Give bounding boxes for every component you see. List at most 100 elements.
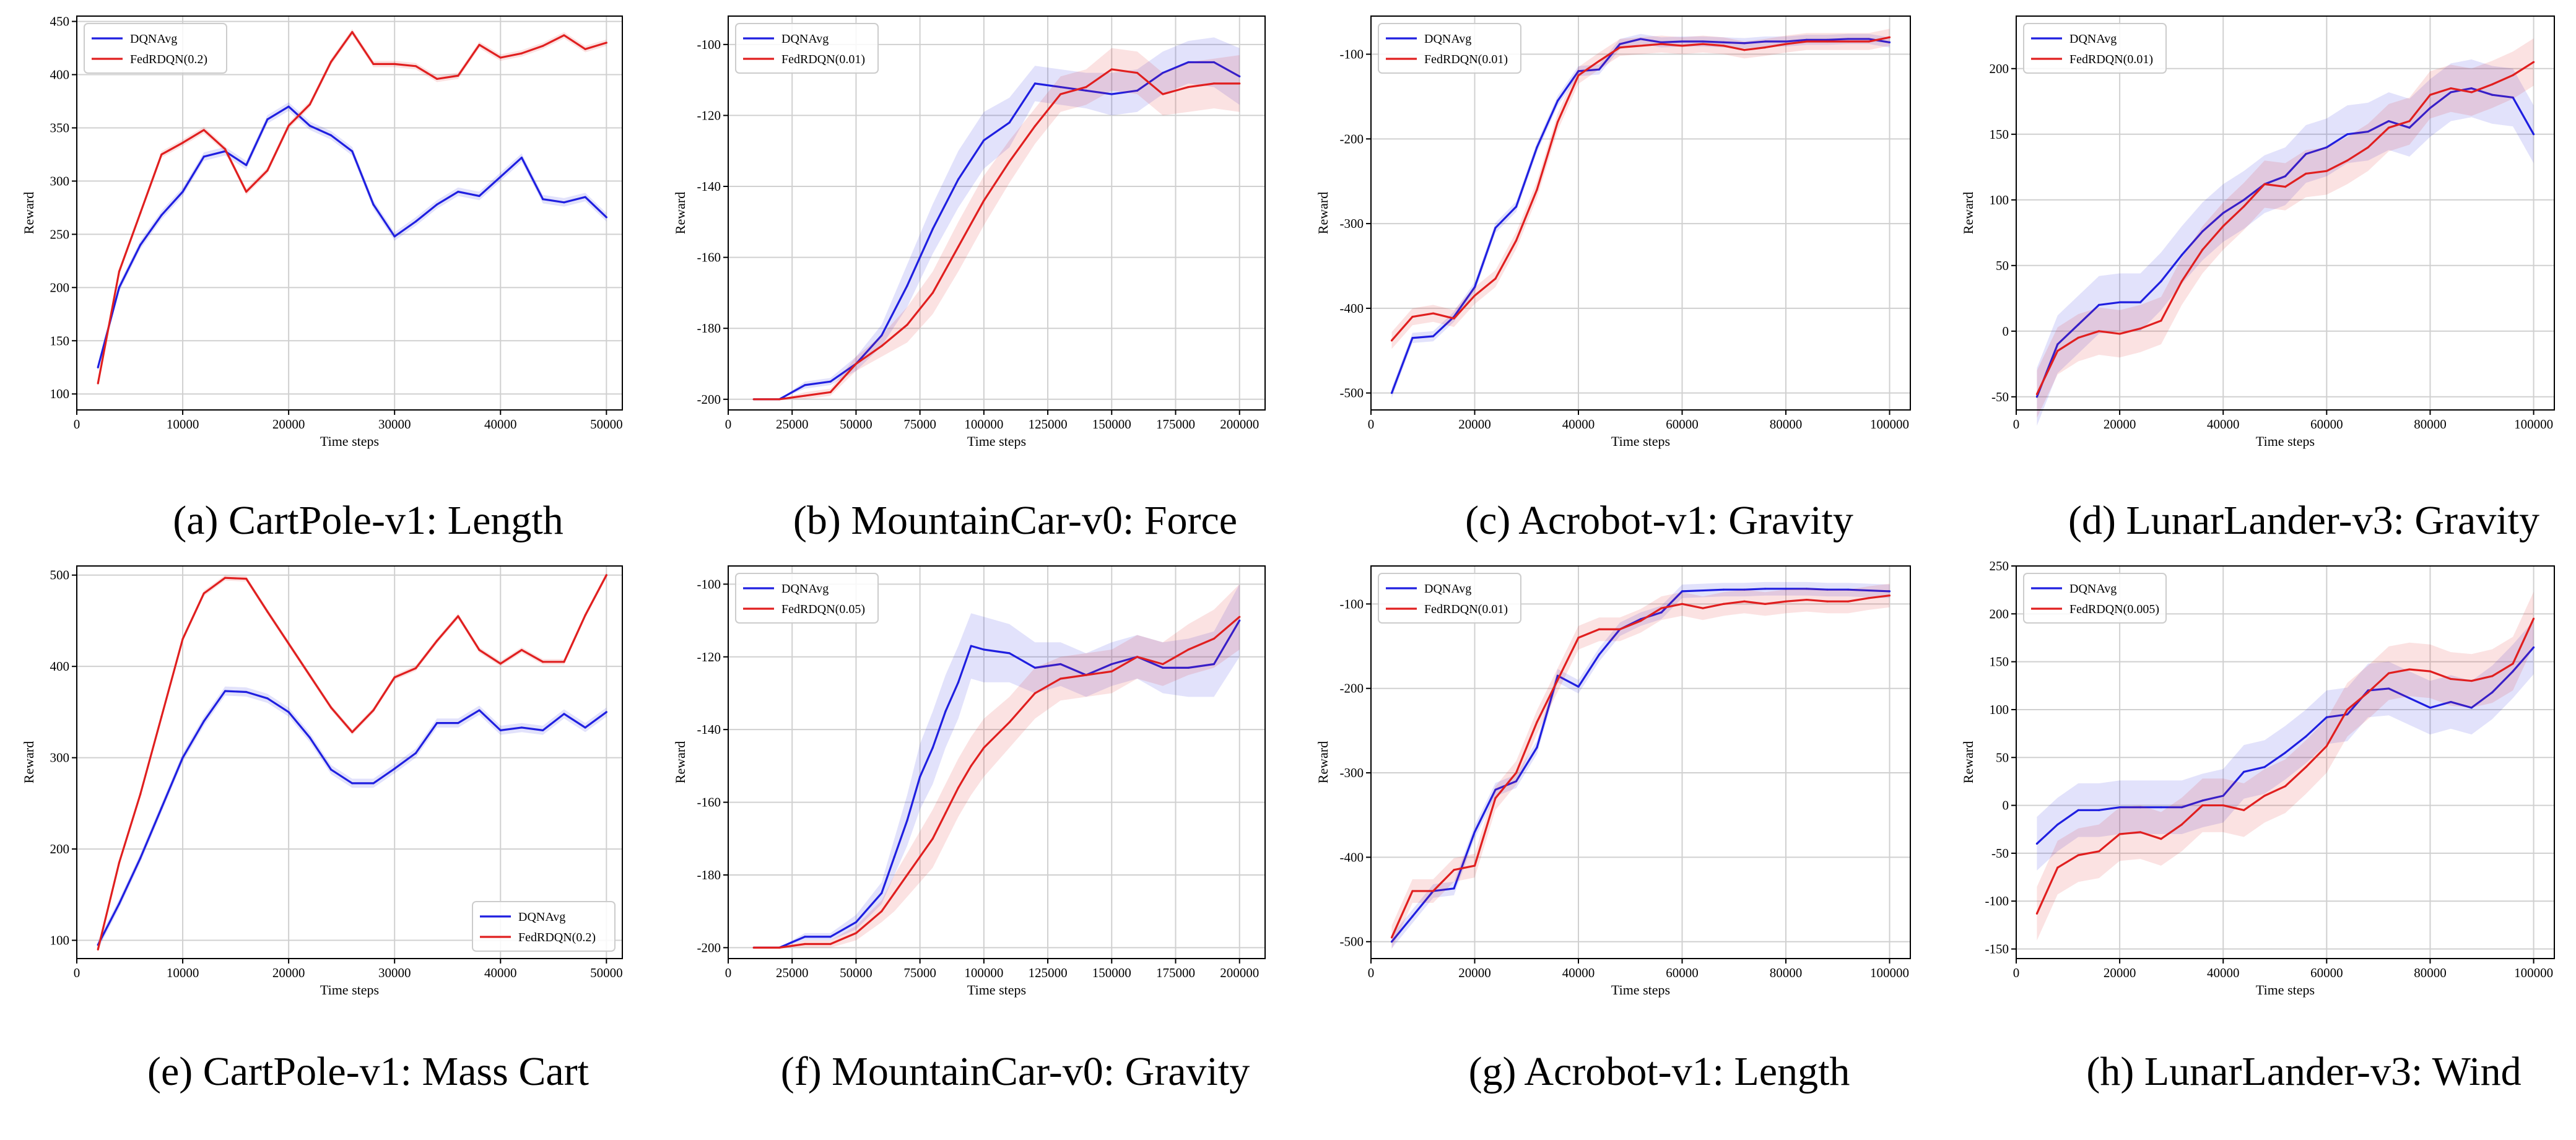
data-point: [855, 362, 858, 365]
data-point: [1390, 941, 1393, 943]
data-point: [2512, 96, 2514, 99]
data-point: [2512, 663, 2514, 665]
data-point: [2388, 672, 2390, 674]
data-point: [1085, 89, 1087, 92]
data-point: [1085, 674, 1087, 676]
data-point: [957, 681, 960, 684]
y-axis-label: Reward: [1960, 192, 1976, 234]
subplot-caption: (d) LunarLander-v3: Gravity: [2068, 498, 2539, 543]
legend-label: DQNAvg: [1424, 32, 1471, 46]
data-point: [499, 663, 502, 665]
data-point: [414, 65, 417, 67]
y-tick-label: 200: [50, 280, 70, 295]
data-point: [1888, 590, 1891, 593]
data-point: [1764, 46, 1767, 49]
data-point: [2532, 646, 2535, 649]
legend-label: DQNAvg: [518, 910, 565, 924]
data-point: [1162, 666, 1164, 669]
subplot-caption: (b) MountainCar-v0: Force: [793, 498, 1237, 543]
data-point: [2139, 327, 2142, 330]
data-point: [1494, 788, 1497, 791]
data-point: [1390, 936, 1393, 939]
data-point: [1722, 41, 1725, 43]
data-point: [881, 910, 883, 913]
x-tick-label: 30000: [378, 417, 411, 432]
data-point: [970, 645, 972, 647]
data-point: [2346, 713, 2349, 716]
legend-label: DQNAvg: [781, 582, 829, 596]
subplot-g: 0 20000 40000 60000 80000 100000 -500 -400 -300 -…: [1315, 565, 1911, 1094]
series-line-2: [754, 616, 1240, 949]
data-point: [2222, 804, 2224, 807]
y-tick-label: -400: [1340, 301, 1364, 316]
data-point: [881, 345, 883, 347]
data-point: [829, 380, 832, 383]
data-point: [1888, 36, 1891, 38]
data-point: [329, 768, 333, 771]
data-point: [1187, 666, 1190, 669]
legend-label: FedRDQN(0.01): [781, 53, 865, 66]
data-point: [139, 793, 142, 796]
series-line-2: [97, 574, 607, 950]
legend: DQNAvg FedRDQN(0.2): [472, 901, 616, 952]
data-point: [2139, 301, 2142, 303]
data-point: [804, 936, 806, 938]
data-point: [478, 43, 481, 46]
data-point: [372, 203, 375, 206]
data-point: [2243, 809, 2245, 811]
data-point: [804, 394, 806, 397]
data-point: [983, 648, 985, 651]
data-point: [1805, 40, 1808, 43]
x-tick-label: 80000: [1770, 417, 1803, 432]
data-point: [1212, 637, 1216, 640]
data-point: [1764, 40, 1767, 43]
data-point: [2118, 806, 2121, 809]
series-band-1: [754, 584, 1240, 948]
data-point: [2077, 809, 2079, 811]
x-tick-label: 0: [725, 417, 732, 432]
x-tick-label: 50000: [590, 965, 623, 980]
legend-label: DQNAvg: [130, 32, 177, 46]
series-band-2: [754, 584, 1240, 948]
data-point: [2532, 133, 2535, 136]
data-point: [2284, 785, 2287, 788]
y-axis-label: Reward: [1960, 741, 1976, 783]
data-point: [308, 103, 311, 106]
data-point: [1411, 337, 1414, 339]
data-point: [829, 942, 832, 946]
data-point: [2118, 333, 2121, 335]
data-point: [1577, 70, 1580, 72]
data-point: [1660, 607, 1663, 609]
data-point: [2098, 330, 2100, 333]
data-point: [1162, 72, 1164, 74]
x-tick-label: 20000: [2104, 965, 2136, 980]
data-point: [2325, 170, 2328, 172]
data-point: [1536, 721, 1538, 723]
y-tick-label: -500: [1340, 386, 1364, 401]
y-axis-label: Reward: [21, 741, 37, 783]
axes-frame: [76, 565, 623, 959]
legend-box: [1378, 573, 1521, 624]
data-point: [266, 611, 269, 613]
data-point: [542, 198, 544, 201]
data-point: [1060, 93, 1062, 95]
data-point: [1238, 619, 1241, 622]
data-point: [1743, 588, 1746, 591]
data-point: [1432, 312, 1435, 315]
data-point: [1187, 61, 1190, 64]
data-point: [563, 34, 565, 37]
data-point: [520, 157, 523, 159]
data-point: [308, 124, 311, 127]
data-point: [1598, 653, 1601, 656]
legend-label: DQNAvg: [2069, 582, 2117, 596]
y-tick-label: 400: [50, 659, 70, 674]
x-tick-label: 80000: [2414, 417, 2447, 432]
y-tick-label: 250: [50, 227, 70, 241]
data-point: [1556, 121, 1559, 123]
x-tick-label: 60000: [1666, 417, 1699, 432]
data-point: [2367, 691, 2369, 694]
legend-label: DQNAvg: [781, 32, 829, 46]
data-point: [1162, 663, 1164, 666]
data-point: [1494, 797, 1497, 799]
